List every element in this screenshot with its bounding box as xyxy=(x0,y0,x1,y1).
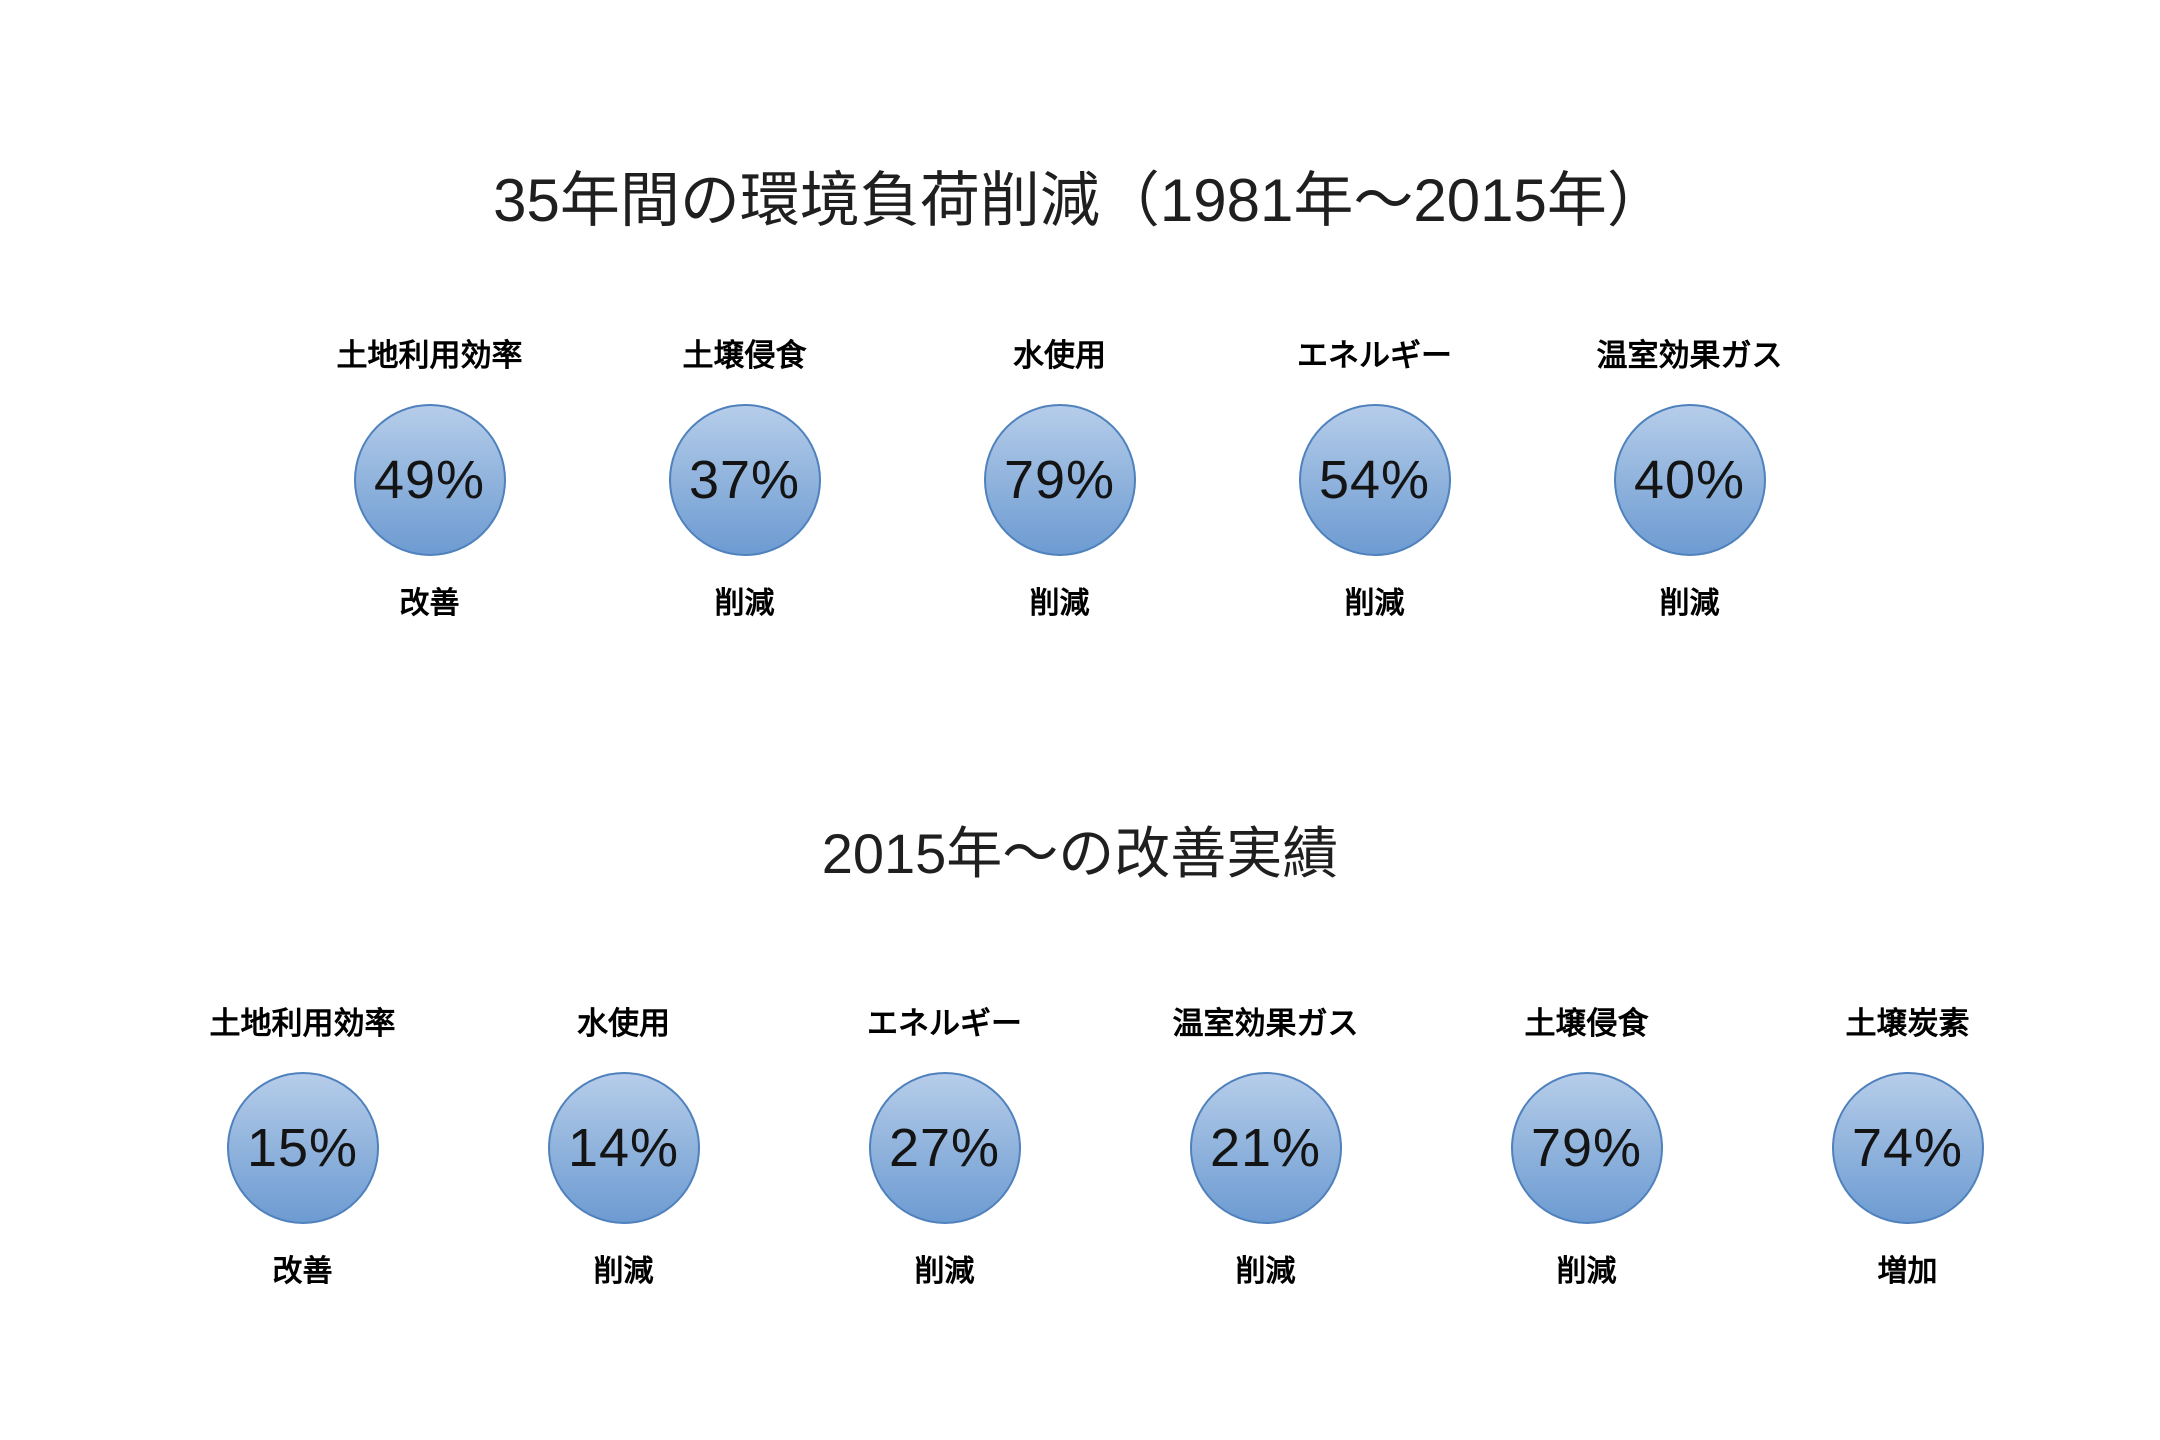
metric-item: 水使用 14% 削減 xyxy=(463,1006,784,1290)
metric-item: 土壌炭素 74% 増加 xyxy=(1747,1006,2068,1290)
metric-category-label: 土地利用効率 xyxy=(336,338,523,373)
metric-item: 水使用 79% 削減 xyxy=(902,338,1217,622)
metric-status-label: 改善 xyxy=(272,1255,333,1288)
metric-status-label: 削減 xyxy=(593,1255,654,1288)
metric-value: 21% xyxy=(1209,1118,1322,1178)
metric-status-label: 削減 xyxy=(714,587,775,620)
metric-circle: 14% xyxy=(547,1072,700,1224)
metric-status-label: 削減 xyxy=(1556,1255,1617,1288)
metric-item: 温室効果ガス 40% 削減 xyxy=(1532,338,1847,622)
metric-circle: 79% xyxy=(983,404,1136,556)
metric-category-label: 水使用 xyxy=(577,1006,670,1041)
metric-category-label: 土地利用効率 xyxy=(209,1006,396,1041)
metric-item: 温室効果ガス 21% 削減 xyxy=(1105,1006,1426,1290)
metric-circle: 15% xyxy=(226,1072,379,1224)
metric-value: 74% xyxy=(1851,1118,1964,1178)
metric-circle: 21% xyxy=(1189,1072,1342,1224)
metric-value: 27% xyxy=(888,1118,1001,1178)
metric-category-label: 土壌炭素 xyxy=(1845,1006,1970,1041)
section1-metric-row: 土地利用効率 49% 改善 土壌侵食 37% 削減 水使用 79% 削減 エネルギー 54% 削減 温室… xyxy=(272,338,1847,622)
metric-category-label: 水使用 xyxy=(1013,338,1106,373)
metric-circle: 49% xyxy=(353,404,506,556)
metric-value: 37% xyxy=(688,450,801,510)
metric-value: 40% xyxy=(1633,450,1746,510)
metric-circle: 79% xyxy=(1510,1072,1663,1224)
metric-category-label: エネルギー xyxy=(1297,338,1452,373)
metric-status-label: 削減 xyxy=(914,1255,975,1288)
metric-item: エネルギー 27% 削減 xyxy=(784,1006,1105,1290)
metric-status-label: 増加 xyxy=(1877,1255,1938,1288)
metric-circle: 27% xyxy=(868,1072,1021,1224)
metric-category-label: エネルギー xyxy=(867,1006,1022,1041)
metric-value: 54% xyxy=(1318,450,1431,510)
metric-value: 79% xyxy=(1003,450,1116,510)
metric-value: 15% xyxy=(246,1118,359,1178)
metric-status-label: 削減 xyxy=(1235,1255,1296,1288)
metric-category-label: 土壌侵食 xyxy=(1524,1006,1649,1041)
metric-item: 土地利用効率 15% 改善 xyxy=(142,1006,463,1290)
section2-title: 2015年～の改善実績 xyxy=(821,822,1339,885)
section2-metric-row: 土地利用効率 15% 改善 水使用 14% 削減 エネルギー 27% 削減 温室効果ガス 21% 削減… xyxy=(142,1006,2068,1290)
metric-value: 14% xyxy=(567,1118,680,1178)
metric-item: 土壌侵食 79% 削減 xyxy=(1426,1006,1747,1290)
metric-circle: 40% xyxy=(1613,404,1766,556)
metric-status-label: 改善 xyxy=(399,587,460,620)
metric-category-label: 温室効果ガス xyxy=(1596,338,1783,373)
metric-status-label: 削減 xyxy=(1344,587,1405,620)
metric-circle: 74% xyxy=(1831,1072,1984,1224)
metric-status-label: 削減 xyxy=(1029,587,1090,620)
metric-category-label: 温室効果ガス xyxy=(1172,1006,1359,1041)
section1-title: 35年間の環境負荷削減（1981年～2015年） xyxy=(493,167,1667,234)
metric-item: 土地利用効率 49% 改善 xyxy=(272,338,587,622)
metric-value: 79% xyxy=(1530,1118,1643,1178)
metric-status-label: 削減 xyxy=(1659,587,1720,620)
metric-value: 49% xyxy=(373,450,486,510)
metric-circle: 37% xyxy=(668,404,821,556)
metric-category-label: 土壌侵食 xyxy=(682,338,807,373)
metric-circle: 54% xyxy=(1298,404,1451,556)
metric-item: エネルギー 54% 削減 xyxy=(1217,338,1532,622)
metric-item: 土壌侵食 37% 削減 xyxy=(587,338,902,622)
